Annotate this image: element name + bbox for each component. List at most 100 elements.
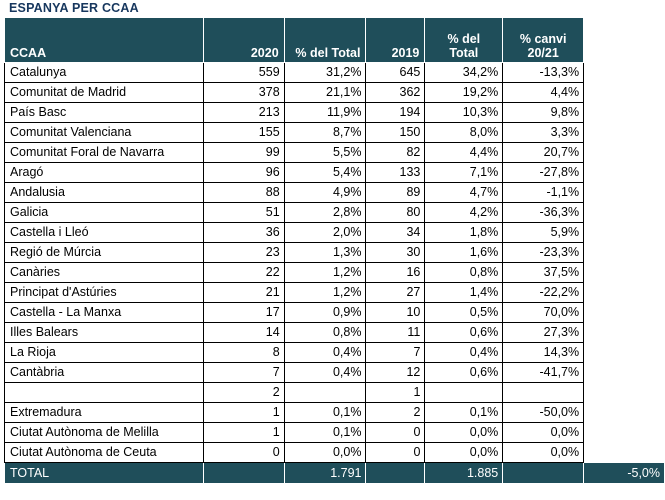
cell-2019[interactable]: 11: [365, 322, 426, 343]
cell-pct-total-2019[interactable]: 0,8%: [424, 262, 504, 283]
cell-ccaa[interactable]: Ciutat Autònoma de Melilla: [4, 422, 204, 443]
cell-2020[interactable]: 7: [202, 362, 285, 383]
cell-ccaa[interactable]: Andalusia: [4, 182, 204, 203]
cell-2019[interactable]: 27: [365, 282, 426, 303]
cell-2019[interactable]: 362: [365, 82, 426, 103]
cell-2020[interactable]: 21: [202, 282, 285, 303]
cell-2019[interactable]: 0: [365, 442, 426, 463]
cell-ccaa[interactable]: Cantàbria: [4, 362, 204, 383]
cell-pct-change[interactable]: 0,0%: [502, 442, 585, 463]
cell-2019[interactable]: 12: [365, 362, 426, 383]
cell-pct-total-2019[interactable]: 0,0%: [424, 422, 504, 443]
cell-pct-total-2019[interactable]: 0,4%: [424, 342, 504, 363]
cell-pct-total-2019[interactable]: 10,3%: [424, 102, 504, 123]
total-2020-empty[interactable]: [202, 462, 285, 484]
cell-ccaa[interactable]: Comunitat Foral de Navarra: [4, 142, 204, 163]
cell-2019[interactable]: 16: [365, 262, 426, 283]
cell-pct-change[interactable]: -1,1%: [502, 182, 585, 203]
cell-pct-total-2020[interactable]: 0,9%: [283, 302, 367, 323]
cell-2020[interactable]: 378: [202, 82, 285, 103]
cell-pct-total-2020[interactable]: 0,8%: [283, 322, 367, 343]
cell-pct-change[interactable]: -27,8%: [502, 162, 585, 183]
cell-ccaa[interactable]: Comunitat de Madrid: [4, 82, 204, 103]
cell-pct-change[interactable]: -13,3%: [502, 62, 585, 83]
cell-pct-change[interactable]: -23,3%: [502, 242, 585, 263]
cell-2020[interactable]: 0: [202, 442, 285, 463]
cell-pct-change[interactable]: 4,4%: [502, 82, 585, 103]
cell-pct-change[interactable]: 5,9%: [502, 222, 585, 243]
cell-2019[interactable]: 133: [365, 162, 426, 183]
cell-pct-total-2019[interactable]: [424, 382, 504, 403]
cell-pct-total-2019[interactable]: 0,6%: [424, 322, 504, 343]
cell-ccaa[interactable]: Canàries: [4, 262, 204, 283]
header-pct-change[interactable]: % canvi 20/21: [502, 17, 585, 63]
cell-pct-change[interactable]: 37,5%: [502, 262, 585, 283]
cell-2019[interactable]: 30: [365, 242, 426, 263]
cell-pct-change[interactable]: 9,8%: [502, 102, 585, 123]
cell-pct-total-2020[interactable]: 0,1%: [283, 422, 367, 443]
cell-2020[interactable]: 14: [202, 322, 285, 343]
cell-pct-change[interactable]: 20,7%: [502, 142, 585, 163]
cell-pct-total-2020[interactable]: 0,4%: [283, 362, 367, 383]
cell-pct-total-2020[interactable]: 0,0%: [283, 442, 367, 463]
cell-ccaa[interactable]: Comunitat Valenciana: [4, 122, 204, 143]
cell-pct-total-2019[interactable]: 0,1%: [424, 402, 504, 423]
cell-ccaa[interactable]: Castella i Lleó: [4, 222, 204, 243]
cell-pct-change[interactable]: 0,0%: [502, 422, 585, 443]
total-blank[interactable]: [502, 462, 585, 484]
header-2020[interactable]: 2020: [202, 17, 285, 63]
cell-ccaa[interactable]: Castella - La Manxa: [4, 302, 204, 323]
cell-pct-total-2019[interactable]: 0,0%: [424, 442, 504, 463]
total-2019[interactable]: 1.885: [424, 462, 504, 484]
total-2019-empty[interactable]: [365, 462, 426, 484]
cell-pct-total-2020[interactable]: 1,3%: [283, 242, 367, 263]
cell-2019[interactable]: 80: [365, 202, 426, 223]
cell-ccaa[interactable]: Illes Balears: [4, 322, 204, 343]
cell-pct-total-2019[interactable]: 1,6%: [424, 242, 504, 263]
total-change[interactable]: -5,0%: [583, 462, 665, 484]
cell-2020[interactable]: 213: [202, 102, 285, 123]
cell-2019[interactable]: 89: [365, 182, 426, 203]
cell-ccaa[interactable]: Aragó: [4, 162, 204, 183]
cell-pct-change[interactable]: -36,3%: [502, 202, 585, 223]
cell-2020[interactable]: 22: [202, 262, 285, 283]
cell-2019[interactable]: 7: [365, 342, 426, 363]
cell-pct-total-2019[interactable]: 4,7%: [424, 182, 504, 203]
cell-pct-total-2020[interactable]: 11,9%: [283, 102, 367, 123]
cell-pct-total-2020[interactable]: 1,2%: [283, 262, 367, 283]
cell-2020[interactable]: 17: [202, 302, 285, 323]
total-2020[interactable]: 1.791: [283, 462, 367, 484]
cell-pct-total-2019[interactable]: 0,6%: [424, 362, 504, 383]
cell-pct-change[interactable]: -50,0%: [502, 402, 585, 423]
cell-2020[interactable]: 88: [202, 182, 285, 203]
cell-2019[interactable]: 150: [365, 122, 426, 143]
cell-pct-change[interactable]: 14,3%: [502, 342, 585, 363]
cell-ccaa[interactable]: Ciutat Autònoma de Ceuta: [4, 442, 204, 463]
cell-2020[interactable]: 1: [202, 422, 285, 443]
cell-pct-change[interactable]: 27,3%: [502, 322, 585, 343]
cell-pct-total-2020[interactable]: 4,9%: [283, 182, 367, 203]
cell-pct-total-2019[interactable]: 7,1%: [424, 162, 504, 183]
cell-pct-total-2019[interactable]: 1,8%: [424, 222, 504, 243]
cell-pct-total-2020[interactable]: 21,1%: [283, 82, 367, 103]
cell-pct-total-2019[interactable]: 0,5%: [424, 302, 504, 323]
cell-2020[interactable]: 1: [202, 402, 285, 423]
cell-2019[interactable]: 645: [365, 62, 426, 83]
cell-pct-total-2019[interactable]: 4,4%: [424, 142, 504, 163]
cell-2020[interactable]: 559: [202, 62, 285, 83]
cell-2020[interactable]: 36: [202, 222, 285, 243]
cell-pct-total-2020[interactable]: [283, 382, 367, 403]
cell-pct-change[interactable]: 70,0%: [502, 302, 585, 323]
cell-pct-total-2020[interactable]: 1,2%: [283, 282, 367, 303]
cell-pct-change[interactable]: 3,3%: [502, 122, 585, 143]
cell-pct-total-2019[interactable]: 34,2%: [424, 62, 504, 83]
cell-ccaa[interactable]: [4, 382, 204, 403]
header-pct-total-2020[interactable]: % del Total: [283, 17, 367, 63]
header-2019[interactable]: 2019: [365, 17, 426, 63]
cell-pct-total-2020[interactable]: 31,2%: [283, 62, 367, 83]
cell-pct-total-2020[interactable]: 2,0%: [283, 222, 367, 243]
cell-ccaa[interactable]: La Rioja: [4, 342, 204, 363]
cell-pct-total-2019[interactable]: 4,2%: [424, 202, 504, 223]
cell-2019[interactable]: 34: [365, 222, 426, 243]
cell-ccaa[interactable]: Catalunya: [4, 62, 204, 83]
